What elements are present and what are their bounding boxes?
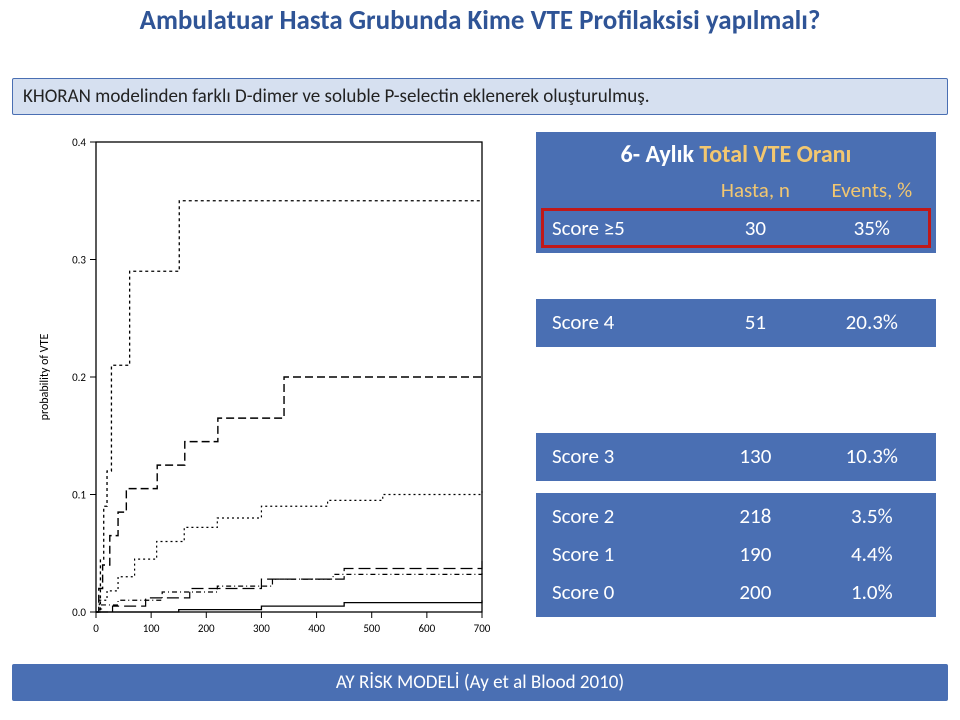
callout-top: KHORAN modelinden farklı D-dimer ve solu… [12,78,948,115]
table-row: Score 313010.3% [542,437,930,475]
table-row: Score 11904.4% [542,535,930,573]
svg-text:0: 0 [93,622,99,635]
svg-text:700: 700 [474,622,491,635]
svg-text:0.0: 0.0 [72,606,86,619]
svg-text:probability of VTE: probability of VTE [38,334,52,421]
table-row: Score 22183.5% [542,497,930,535]
svg-text:0.4: 0.4 [72,136,86,149]
svg-text:100: 100 [143,622,160,635]
page-title: Ambulatuar Hasta Grubunda Kime VTE Profi… [0,0,960,36]
vte-block: Score 22183.5%Score 11904.4%Score 02001.… [536,493,936,617]
table-row: Score ≥53035% [542,209,930,247]
svg-text:200: 200 [198,622,215,635]
svg-text:0.1: 0.1 [72,489,86,502]
svg-text:0.2: 0.2 [72,371,86,384]
svg-text:400: 400 [308,622,325,635]
svg-text:600: 600 [418,622,435,635]
km-chart: 0 100 200 300 400 500 600 700 0.0 0.1 0.2 0.3 0.4 pro… [30,128,500,648]
svg-text:0.3: 0.3 [72,254,86,267]
table-row: Score 45120.3% [542,303,930,341]
vte-block: Score 313010.3% [536,433,936,481]
vte-block: Score 45120.3% [536,299,936,347]
vte-rate-table: 6- Aylık Total VTE OranıHasta, nEvents, … [536,132,936,617]
svg-text:500: 500 [363,622,380,635]
callout-bottom: AY RİSK MODELİ (Ay et al Blood 2010) [12,664,948,701]
svg-text:300: 300 [253,622,270,635]
vte-block: 6- Aylık Total VTE OranıHasta, nEvents, … [536,132,936,253]
table-row: Score 02001.0% [542,573,930,611]
